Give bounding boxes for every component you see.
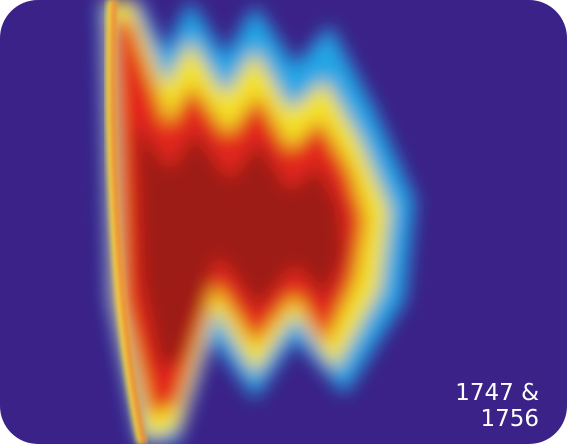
heatmap — [0, 0, 567, 444]
caption: 1747 & 1756 — [439, 380, 539, 432]
heatmap-image — [0, 0, 567, 444]
page: 1747 & 1756 (() => { const data = JSON.p… — [0, 0, 567, 444]
